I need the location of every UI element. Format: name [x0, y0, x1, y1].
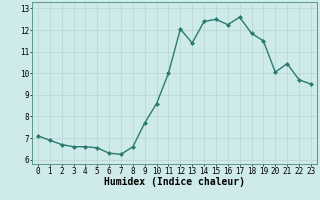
X-axis label: Humidex (Indice chaleur): Humidex (Indice chaleur) — [104, 177, 245, 187]
